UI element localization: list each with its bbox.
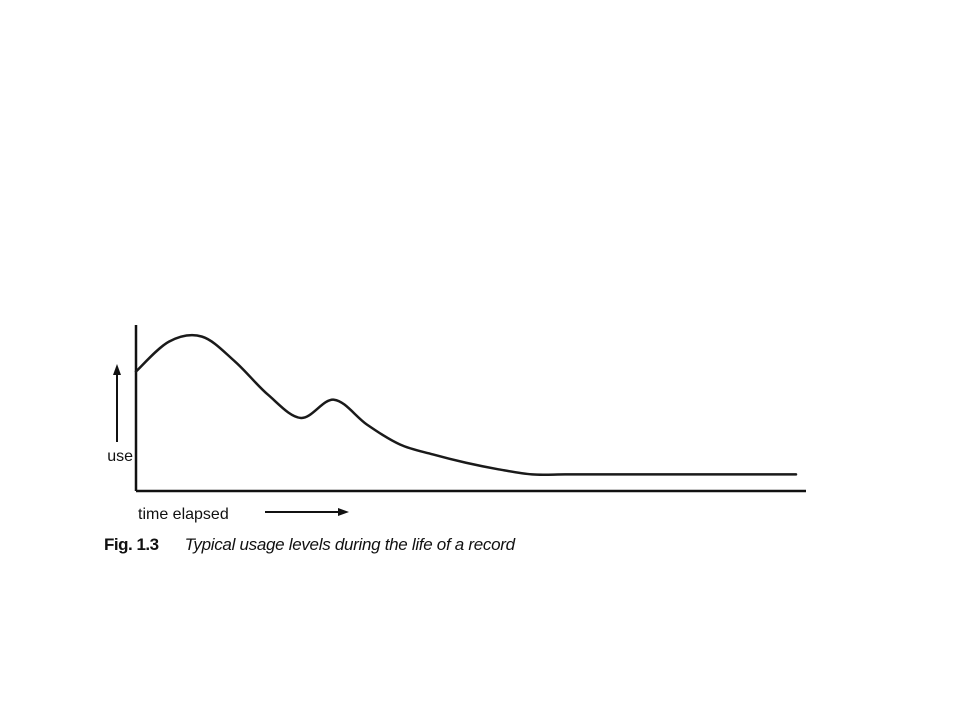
y-axis-label: use bbox=[107, 448, 133, 465]
figure-caption: Fig. 1.3 Typical usage levels during the … bbox=[104, 535, 515, 555]
x-axis-label: time elapsed bbox=[138, 506, 229, 523]
x-axis-arrow-head bbox=[338, 508, 349, 516]
figure-number: Fig. 1.3 bbox=[104, 535, 159, 554]
figure-caption-text: Typical usage levels during the life of … bbox=[184, 535, 516, 554]
y-axis-arrow-head bbox=[113, 364, 121, 375]
data-points bbox=[134, 335, 798, 477]
usage-curve bbox=[134, 333, 798, 477]
